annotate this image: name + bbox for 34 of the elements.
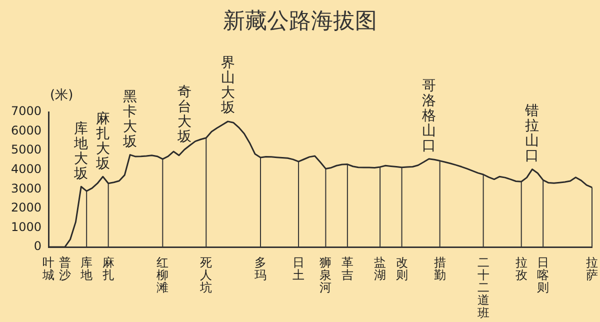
data-label: 奇台大坂 bbox=[176, 84, 192, 145]
data-label: 库地大坂 bbox=[74, 120, 89, 182]
x-tick-label: 二十二道班 bbox=[477, 255, 490, 320]
x-tick-label: 红柳滩 bbox=[156, 255, 169, 295]
x-tick-label: 日土 bbox=[292, 255, 305, 282]
y-tick-label: 1000 bbox=[10, 220, 42, 234]
x-tick-label: 改则 bbox=[396, 255, 408, 282]
y-tick-label: 2000 bbox=[10, 200, 42, 215]
x-tick-label: 拉萨 bbox=[586, 255, 598, 282]
data-label: 黑卡大坂 bbox=[122, 88, 138, 150]
x-tick-label: 狮泉河 bbox=[320, 255, 332, 295]
x-tick-label: 麻扎 bbox=[102, 255, 114, 282]
y-tick-label: 5000 bbox=[10, 142, 42, 157]
x-tick-label: 盐湖 bbox=[374, 255, 386, 282]
x-tick-label: 多玛 bbox=[254, 255, 266, 282]
y-axis-title: (米) bbox=[50, 87, 74, 104]
x-tick-label: 日喀则 bbox=[537, 255, 550, 295]
x-tick-label: 革吉 bbox=[341, 255, 354, 282]
x-tick-label: 库地 bbox=[80, 255, 93, 282]
x-tick-label: 拉孜 bbox=[515, 255, 528, 282]
x-tick-label: 措勤 bbox=[434, 255, 446, 282]
chart-title: 新藏公路海拔图 bbox=[222, 8, 378, 36]
x-tick-label: 普沙 bbox=[58, 255, 71, 282]
y-tick-label: 7000 bbox=[10, 104, 42, 118]
y-tick-label: 0 bbox=[34, 239, 42, 254]
data-label: 界山大坂 bbox=[220, 55, 236, 116]
data-label: 麻扎大坂 bbox=[95, 110, 110, 172]
data-label: 错拉山口 bbox=[524, 103, 540, 164]
x-tick-label: 叶城 bbox=[42, 255, 55, 282]
y-tick-label: 4000 bbox=[10, 162, 42, 176]
data-label: 哥洛格山口 bbox=[421, 78, 436, 154]
y-tick-label: 3000 bbox=[10, 181, 42, 196]
x-tick-label: 死人坑 bbox=[199, 255, 212, 295]
y-tick-label: 6000 bbox=[10, 123, 42, 138]
